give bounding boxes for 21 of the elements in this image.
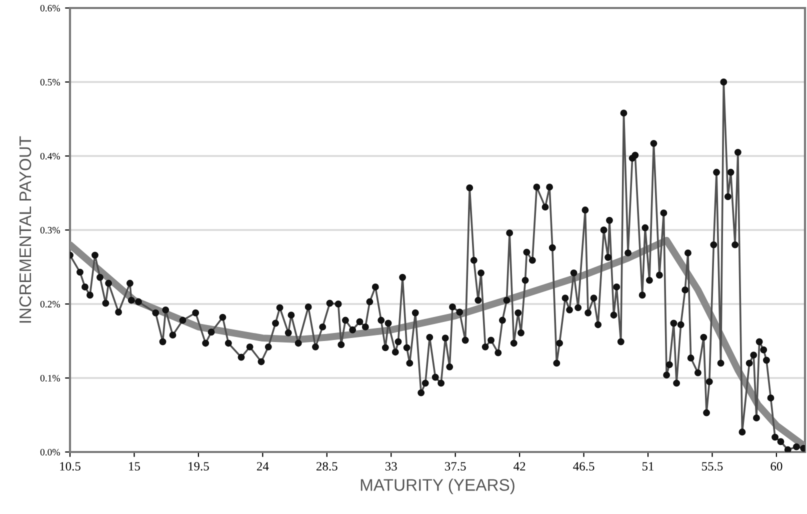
x-tick-label: 37.5 bbox=[445, 462, 466, 471]
y-tick-label: 0.6% bbox=[40, 4, 60, 12]
y-tick-label: 0.0% bbox=[40, 448, 60, 456]
y-tick-label: 0.3% bbox=[40, 226, 60, 234]
x-tick-label: 42 bbox=[514, 462, 526, 470]
x-tick-label: 33 bbox=[385, 462, 397, 471]
x-tick-label: 28.5 bbox=[316, 462, 338, 471]
x-tick-label: 10.5 bbox=[60, 462, 80, 471]
x-axis-title: MATURITY (YEARS) bbox=[360, 478, 514, 494]
y-tick-label: 0.4% bbox=[40, 152, 60, 160]
x-tick-label: 24 bbox=[256, 462, 269, 470]
x-tick-label: 19.5 bbox=[188, 462, 209, 471]
y-tick-label: 0.2% bbox=[40, 300, 60, 308]
x-tick-label: 60 bbox=[770, 462, 782, 471]
y-axis-title: INCREMENTAL PAYOUT bbox=[19, 136, 32, 323]
x-tick-label: 51 bbox=[642, 462, 654, 471]
y-tick-label: 0.5% bbox=[40, 78, 60, 86]
y-tick-label: 0.1% bbox=[40, 374, 60, 382]
x-tick-label: 46.5 bbox=[573, 462, 594, 471]
x-tick-label: 55.5 bbox=[702, 462, 723, 471]
x-tick-label: 15 bbox=[129, 462, 140, 471]
